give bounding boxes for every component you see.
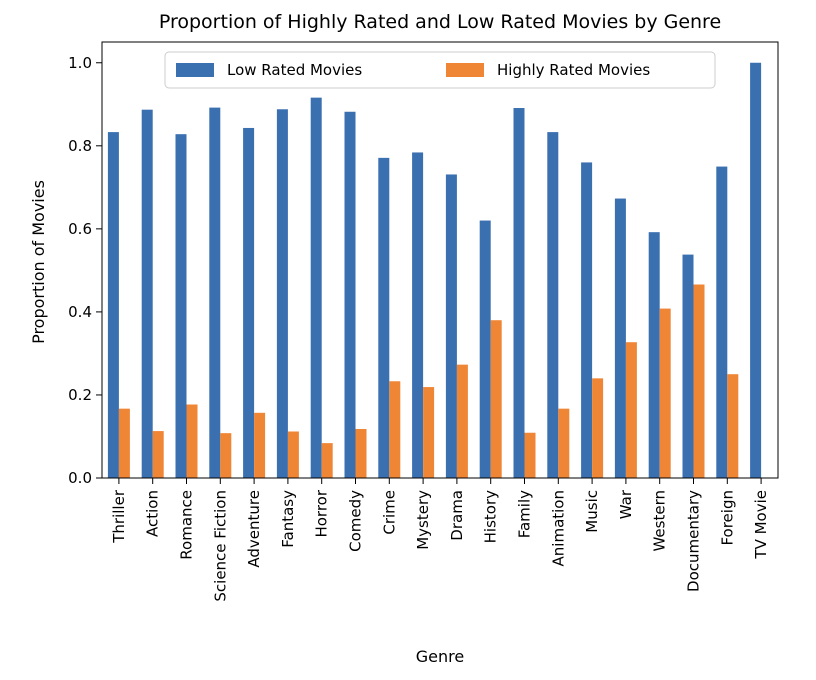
x-tick-label-war: War [617,489,635,519]
bar-low-rated-movies-comedy [344,111,356,478]
y-tick-label: 0.0 [68,469,92,487]
legend-swatch-highly-rated [446,63,484,77]
bar-low-rated-movies-foreign [716,166,728,479]
bar-low-rated-movies-history [479,220,491,479]
bar-low-rated-movies-horror [310,97,322,478]
bar-low-rated-movies-crime [378,157,390,478]
x-tick-label-adventure: Adventure [245,490,263,568]
x-tick-label-romance: Romance [178,490,196,560]
bar-highly-rated-movies-mystery [423,387,435,478]
x-tick-label-drama: Drama [448,490,466,541]
bar-highly-rated-movies-comedy [355,429,367,478]
y-axis-label: Proportion of Movies [29,180,48,344]
bar-low-rated-movies-thriller [107,132,119,478]
legend-label-highly-rated: Highly Rated Movies [497,61,650,79]
bar-low-rated-movies-romance [175,134,187,478]
y-tick-label: 0.2 [68,386,92,404]
bar-highly-rated-movies-foreign [727,374,739,478]
plot-area-frame [101,41,779,479]
x-tick-label-mystery: Mystery [414,490,432,550]
x-tick-label-tv-movie: TV Movie [752,490,770,560]
bar-low-rated-movies-drama [445,174,457,479]
bar-highly-rated-movies-adventure [254,412,266,478]
bar-low-rated-movies-animation [547,132,559,478]
bar-low-rated-movies-music [581,162,593,478]
bar-highly-rated-movies-thriller [118,408,130,478]
bar-low-rated-movies-western [648,232,660,478]
x-tick-label-thriller: Thriller [110,489,128,544]
x-tick-label-documentary: Documentary [685,490,703,592]
legend-label-low-rated: Low Rated Movies [227,61,362,79]
x-axis: Thriller Action Romance Science Fiction Adve… [110,478,770,602]
y-tick-label: 0.6 [68,220,92,238]
x-tick-label-action: Action [144,490,162,537]
bar-low-rated-movies-documentary [682,254,694,478]
x-tick-label-horror: Horror [313,489,331,537]
x-axis-label: Genre [416,647,464,666]
y-axis: 0.0 0.2 0.4 0.6 0.8 1.0 [68,54,102,487]
bar-low-rated-movies-family [513,108,525,478]
bar-highly-rated-movies-crime [389,381,401,478]
y-tick-label: 1.0 [68,54,92,72]
x-tick-label-comedy: Comedy [347,490,365,552]
x-tick-label-music: Music [583,490,601,533]
chart-title: Proportion of Highly Rated and Low Rated… [159,11,721,33]
bar-highly-rated-movies-western [659,308,671,478]
x-tick-label-animation: Animation [549,490,567,566]
bar-highly-rated-movies-music [592,378,604,478]
bars-layer [107,62,762,479]
bar-low-rated-movies-science-fiction [209,107,221,479]
legend-swatch-low-rated [176,63,214,77]
bar-low-rated-movies-adventure [243,127,255,478]
x-tick-label-family: Family [516,490,534,538]
x-tick-label-crime: Crime [380,490,398,535]
bar-highly-rated-movies-documentary [693,284,705,478]
bar-highly-rated-movies-family [524,432,536,478]
bar-low-rated-movies-mystery [412,152,424,478]
bar-highly-rated-movies-action [152,431,164,478]
bar-low-rated-movies-war [614,198,626,478]
bar-highly-rated-movies-animation [558,408,570,478]
x-tick-label-western: Western [651,490,669,552]
bar-highly-rated-movies-horror [321,443,333,478]
bar-highly-rated-movies-drama [456,364,468,478]
x-tick-label-history: History [482,490,500,543]
bar-highly-rated-movies-science-fiction [220,433,232,478]
bar-low-rated-movies-fantasy [276,109,288,479]
x-tick-label-foreign: Foreign [718,490,736,546]
bar-highly-rated-movies-history [490,320,502,478]
y-tick-label: 0.4 [68,303,92,321]
bar-low-rated-movies-tv-movie [750,62,762,479]
y-tick-label: 0.8 [68,137,92,155]
legend-box [164,51,716,89]
bar-highly-rated-movies-fantasy [287,431,299,478]
legend: Low Rated Movies Highly Rated Movies [164,51,716,89]
x-tick-label-fantasy: Fantasy [279,490,297,548]
bar-highly-rated-movies-romance [186,404,198,478]
x-tick-label-science-fiction: Science Fiction [211,490,229,602]
bar-highly-rated-movies-war [625,342,637,478]
bar-low-rated-movies-action [141,109,153,478]
